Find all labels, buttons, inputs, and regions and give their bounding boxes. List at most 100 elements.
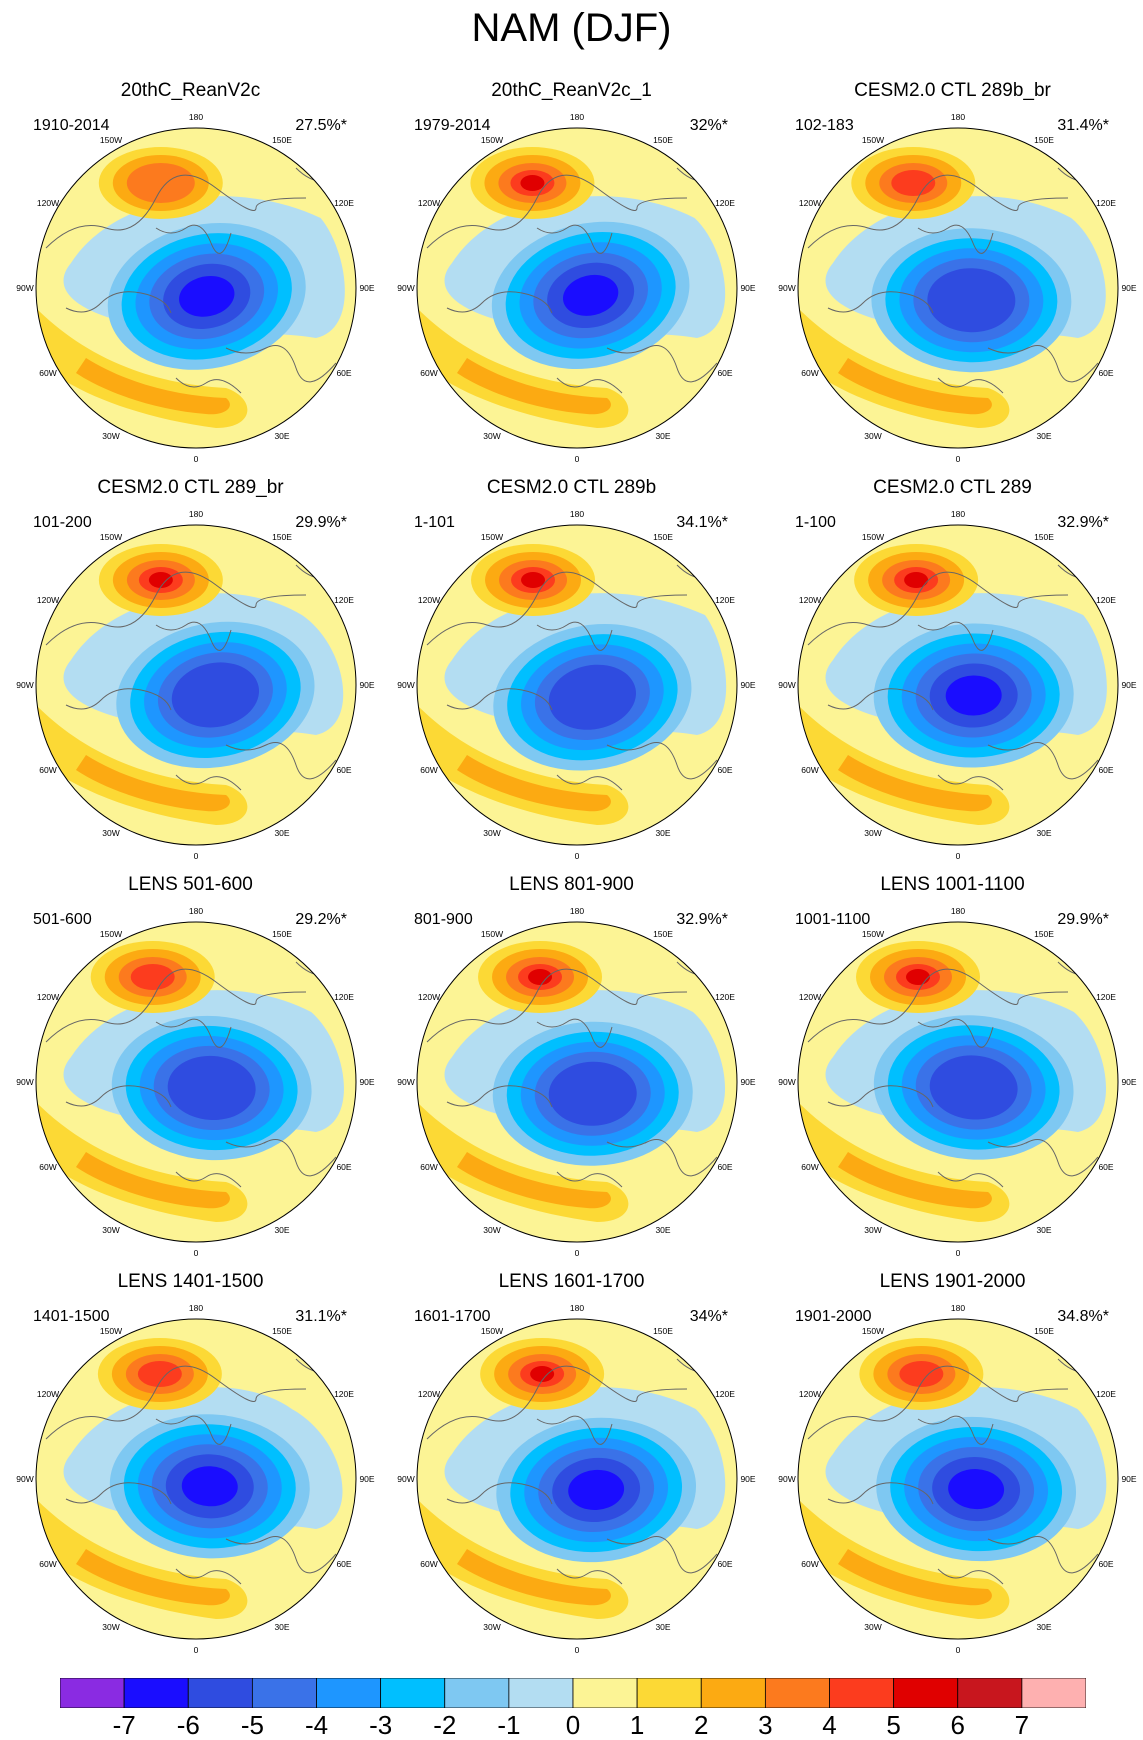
longitude-label: 150W <box>481 1326 503 1336</box>
colorbar-tick-label: -7 <box>112 1710 136 1740</box>
longitude-label: 150W <box>481 532 503 542</box>
longitude-label: 150W <box>100 135 122 145</box>
map-panel: 180 150W 150E 120W 120E 90W 90E 60W 60E 30W 30E 0 20… <box>0 0 381 464</box>
longitude-label: 30E <box>274 431 289 441</box>
colorbar-tick-label: -2 <box>433 1710 457 1740</box>
longitude-label: 60W <box>420 1162 437 1172</box>
panel-variance-percent: 31.1%* <box>295 1308 347 1325</box>
longitude-label: 30W <box>102 1225 119 1235</box>
longitude-label: 120E <box>1096 198 1116 208</box>
polar-map: 180 150W 150E 120W 120E 90W 90E 60W 60E 30W 30E 0 <box>397 1303 756 1655</box>
longitude-label: 90W <box>778 283 795 293</box>
longitude-label: 120W <box>799 198 821 208</box>
longitude-label: 90E <box>1121 1077 1136 1087</box>
arctic-negative-contour <box>548 1061 637 1126</box>
longitude-label: 150W <box>100 532 122 542</box>
panel-variance-percent: 34.1%* <box>676 514 728 531</box>
arctic-negative-contour <box>927 268 1016 333</box>
map-border <box>35 1318 357 1640</box>
pacific-positive-contour <box>521 572 546 588</box>
longitude-label: 0 <box>194 1248 199 1258</box>
longitude-label: 150E <box>272 1326 292 1336</box>
map-border <box>416 921 738 1243</box>
colorbar-tick-label: 0 <box>565 1710 581 1740</box>
longitude-label: 60E <box>717 1559 732 1569</box>
map-border <box>797 127 1119 449</box>
arctic-negative-contour <box>568 1469 625 1510</box>
map-border <box>416 127 738 449</box>
pacific-positive-contour <box>891 170 936 196</box>
arctic-negative-contour <box>171 662 260 728</box>
longitude-label: 30E <box>274 1225 289 1235</box>
longitude-label: 180 <box>951 509 965 519</box>
pacific-positive-contour <box>130 964 175 990</box>
longitude-label: 0 <box>194 851 199 861</box>
longitude-label: 90E <box>1121 680 1136 690</box>
longitude-label: 30W <box>864 828 881 838</box>
colorbar-tick-label: 3 <box>758 1710 773 1740</box>
longitude-label: 90W <box>397 680 414 690</box>
colorbar-swatch <box>1021 1678 1086 1708</box>
pacific-positive-contour <box>520 175 545 191</box>
panel-years: 1910-2014 <box>33 117 110 134</box>
panel-title: 20thC_ReanV2c <box>120 80 261 101</box>
colorbar-tick-label: -3 <box>369 1710 393 1740</box>
longitude-label: 30W <box>102 828 119 838</box>
panel-variance-percent: 34.8%* <box>1057 1308 1109 1325</box>
panel-title: CESM2.0 CTL 289 <box>873 477 1032 498</box>
longitude-label: 120E <box>1096 1389 1116 1399</box>
coastlines <box>45 961 356 1188</box>
colorbar-labels: -7 -6 -5 -4 -3 -2 -1 0 1 2 3 4 5 6 7 <box>60 1712 1086 1738</box>
longitude-label: 120E <box>1096 595 1116 605</box>
longitude-label: 60E <box>1098 765 1113 775</box>
longitude-label: 150E <box>653 532 673 542</box>
figure-title: NAM (DJF) <box>471 6 672 50</box>
longitude-label: 90E <box>359 283 374 293</box>
panel-title: LENS 801-900 <box>509 874 634 895</box>
colorbar-tick-label: -1 <box>497 1710 521 1740</box>
colorbar-swatch <box>380 1678 446 1708</box>
longitude-label: 30E <box>655 431 670 441</box>
longitude-label: 150W <box>862 532 884 542</box>
longitude-label: 150W <box>100 929 122 939</box>
longitude-label: 150E <box>1034 929 1054 939</box>
map-border <box>416 524 738 846</box>
longitude-label: 90E <box>359 680 374 690</box>
colorbar-tick-label: 7 <box>1014 1710 1030 1740</box>
atlantic-positive-core <box>457 1152 611 1209</box>
longitude-label: 30E <box>1036 1225 1051 1235</box>
longitude-label: 180 <box>951 112 965 122</box>
colorbar-tick-label: -4 <box>304 1710 329 1740</box>
panel-years: 1401-1500 <box>33 1308 110 1325</box>
longitude-label: 30E <box>274 828 289 838</box>
arctic-negative-contour <box>548 664 636 730</box>
colorbar-swatch <box>251 1678 317 1708</box>
atlantic-positive-core <box>838 755 992 812</box>
map-panel: 180 150W 150E 120W 120E 90W 90E 60W 60E 30W 30E 0 LE… <box>762 794 1143 1258</box>
longitude-label: 60E <box>1098 1559 1113 1569</box>
panel-title: CESM2.0 CTL 289b <box>486 477 657 498</box>
panel-title: LENS 1401-1500 <box>117 1271 264 1292</box>
panel-title: LENS 501-600 <box>128 874 253 895</box>
longitude-label: 60W <box>420 1559 437 1569</box>
polar-map: 180 150W 150E 120W 120E 90W 90E 60W 60E 30W 30E 0 <box>778 906 1137 1258</box>
pacific-positive-contour <box>530 1366 555 1382</box>
longitude-label: 150E <box>1034 1326 1054 1336</box>
colorbar-swatch <box>508 1678 574 1708</box>
arctic-negative-contour <box>179 275 235 317</box>
atlantic-positive-core <box>76 1549 230 1606</box>
colorbar-tick-label: -5 <box>240 1710 264 1740</box>
arctic-negative-contour <box>167 1055 256 1121</box>
panel-variance-percent: 31.4%* <box>1057 117 1109 134</box>
panel-variance-percent: 32.9%* <box>1057 514 1109 531</box>
longitude-label: 120W <box>37 1389 59 1399</box>
polar-map: 180 150W 150E 120W 120E 90W 90E 60W 60E 30W 30E 0 <box>778 509 1137 861</box>
longitude-label: 60E <box>717 765 732 775</box>
map-panel: 180 150W 150E 120W 120E 90W 90E 60W 60E 30W 30E 0 LE… <box>762 1191 1143 1655</box>
longitude-label: 150E <box>272 532 292 542</box>
longitude-label: 60E <box>336 368 351 378</box>
longitude-label: 120W <box>418 198 440 208</box>
colorbar-tick-label: 1 <box>629 1710 645 1740</box>
atlantic-positive-core <box>838 358 992 415</box>
atlantic-positive-core <box>76 358 230 415</box>
